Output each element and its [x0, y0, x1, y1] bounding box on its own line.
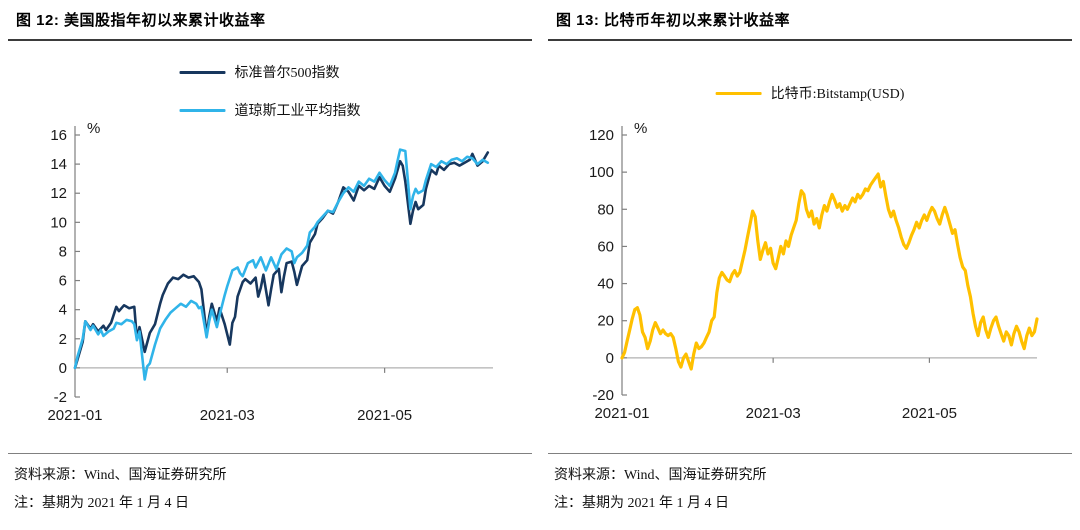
figure-12-title: 图 12: 美国股指年初以来累计收益率 [16, 12, 266, 29]
y-tick-label-2: 12 [50, 185, 67, 202]
series-line-0 [620, 172, 1039, 371]
figure-13-footer-rule [548, 453, 1072, 454]
y-tick-label-6: 4 [59, 302, 67, 319]
x-tick-label-0: 2021-01 [47, 407, 102, 424]
legend-label: 道琼斯工业平均指数 [234, 104, 361, 119]
y-tick-label-9: -2 [54, 389, 67, 406]
y-tick-label-1: 100 [589, 164, 614, 181]
figure-12-source: 资料来源：Wind、国海证券研究所 [14, 468, 227, 483]
y-tick-label-3: 10 [50, 214, 67, 231]
figure-12-footer-rule [8, 453, 532, 454]
y-tick-label-7: -20 [592, 387, 614, 404]
figure-13-base-note: 注：基期为 2021 年 1 月 4 日 [554, 496, 729, 511]
series-line-1 [73, 148, 490, 381]
legend-label: 标准普尔500指数 [234, 66, 340, 81]
x-tick-label-2: 2021-05 [902, 405, 957, 422]
legend-item-1: 道琼斯工业平均指数 [179, 99, 361, 121]
legend-item-0: 标准普尔500指数 [179, 61, 340, 83]
y-tick-label-1: 14 [50, 156, 67, 173]
series-line-0 [73, 151, 490, 370]
legend-label: 比特币:Bitstamp(USD) [770, 87, 905, 102]
y-tick-label-4: 40 [597, 276, 614, 293]
figure-12-title-rule [8, 39, 532, 41]
bitcoin-chart: 2021-01 2021-03 2021-05 120 100 80 60 40 20 0 -20% [589, 120, 1039, 422]
y-tick-label-2: 80 [597, 201, 614, 218]
x-tick-label-0: 2021-01 [594, 405, 649, 422]
figure-13-title: 图 13: 比特币年初以来累计收益率 [556, 12, 791, 29]
figure-13-source: 资料来源：Wind、国海证券研究所 [554, 468, 767, 483]
figure-12-base-note: 注：基期为 2021 年 1 月 4 日 [14, 496, 189, 511]
y-tick-label-8: 0 [59, 360, 67, 377]
figure-13-title-rule [548, 39, 1072, 41]
y-axis-unit-label: % [87, 120, 100, 137]
y-tick-label-5: 20 [597, 313, 614, 330]
y-tick-label-0: 120 [589, 127, 614, 144]
y-tick-label-3: 60 [597, 238, 614, 255]
legend-line-swatch [715, 91, 762, 95]
figure-13-panel: 图 13: 比特币年初以来累计收益率 比特币:Bitstamp(USD) 202… [540, 0, 1080, 530]
y-tick-label-4: 8 [59, 243, 67, 260]
y-tick-label-6: 0 [606, 350, 614, 367]
figure-12-panel: 图 12: 美国股指年初以来累计收益率 标准普尔500指数道琼斯工业平均指数 2… [8, 12, 532, 511]
x-tick-label-2: 2021-05 [357, 407, 412, 424]
legend-line-swatch [179, 108, 226, 112]
y-tick-label-7: 2 [59, 331, 67, 348]
us-indices-chart: 2021-01 2021-03 2021-05 16 14 12 10 8 6 4 2 0 -2% [47, 120, 493, 424]
x-tick-label-1: 2021-03 [200, 407, 255, 424]
y-axis-unit-label: % [634, 120, 647, 137]
figure-12-legend: 标准普尔500指数道琼斯工业平均指数 [179, 61, 361, 137]
y-tick-label-5: 6 [59, 273, 67, 290]
legend-line-swatch [179, 70, 226, 74]
y-tick-label-0: 16 [50, 127, 67, 144]
x-tick-label-1: 2021-03 [746, 405, 801, 422]
figure-13-legend: 比特币:Bitstamp(USD) [715, 82, 905, 120]
legend-item-0: 比特币:Bitstamp(USD) [715, 82, 905, 104]
